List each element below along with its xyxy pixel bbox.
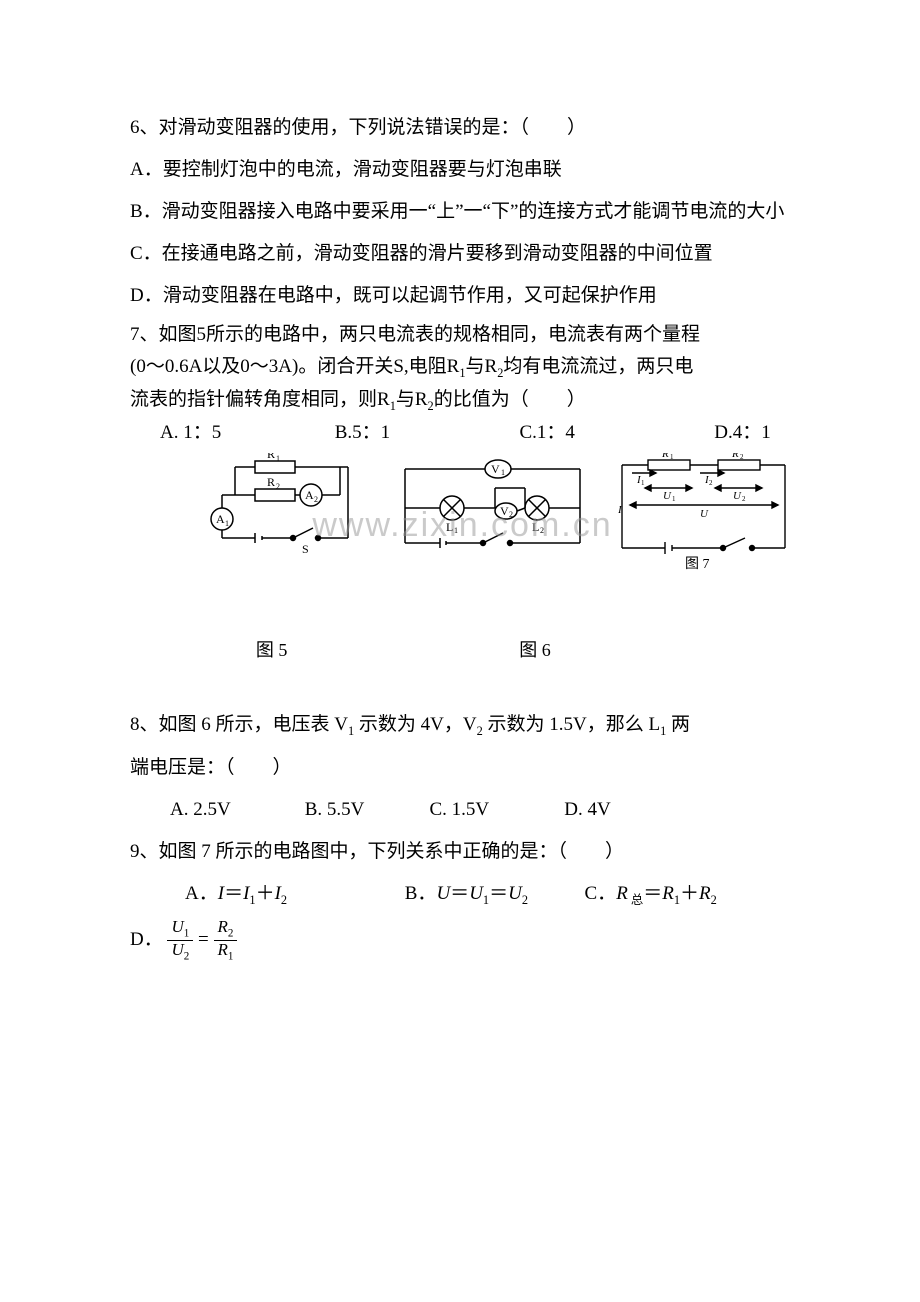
q9-a-pre: A． [185, 883, 218, 904]
q9-c-r1: R [662, 883, 674, 904]
figures-row: www.zixin.com.cn [130, 453, 795, 573]
q9-b-eq: ＝ [450, 883, 469, 904]
q7-options-line1: A. 1：5 B.5：1 C.1：4 D.4：1 [130, 418, 795, 447]
q6-option-d: D．滑动变阻器在电路中，既可以起调节作用，又可起保护作用 [130, 278, 795, 314]
q8-option-b: B. 5.5V [305, 792, 425, 828]
svg-text:2: 2 [540, 526, 544, 535]
q8-l1a: 8、如图 6 所示，电压表 V [130, 714, 348, 735]
q9-fu1: U [171, 917, 183, 936]
q9-feq: = [198, 929, 213, 950]
q8-option-a: A. 2.5V [170, 792, 300, 828]
fig5-s: S [302, 542, 309, 556]
figure-5: R1 R2 A2 A1 S [200, 453, 375, 558]
q7-l3c: 的比值为（ ） [434, 389, 586, 410]
q7-line3: 流表的指针偏转角度相同，则R1与R2的比值为（ ） [130, 385, 795, 416]
fig7-u1: U [663, 490, 672, 502]
q9-b-u2: U [508, 883, 522, 904]
svg-text:2: 2 [740, 453, 744, 461]
q7-line1: 7、如图5所示的电路中，两只电流表的规格相同，电流表有两个量程 [130, 320, 795, 349]
q8-line2: 端电压是：（ ） [130, 750, 795, 786]
fig5-r1: R [267, 453, 275, 461]
fig7-r1: R [661, 453, 669, 460]
svg-text:1: 1 [454, 526, 458, 535]
fig6-v2: V [500, 504, 509, 518]
q7-option-c: C.1：4 [520, 418, 710, 447]
q9-a-eq: ＝ [224, 883, 243, 904]
q7-option-d: D.4：1 [714, 418, 770, 447]
svg-text:1: 1 [641, 479, 645, 487]
q6-stem: 6、对滑动变阻器的使用，下列说法错误的是：（ ） [130, 110, 795, 146]
q9-b-u: U [436, 883, 450, 904]
figure-7: I1 I2 R1 R2 U1 U2 U I 图 7 [610, 453, 795, 573]
q9-stem: 9、如图 7 所示的电路图中，下列关系中正确的是：（ ） [130, 834, 795, 870]
q8-options: A. 2.5V B. 5.5V C. 1.5V D. 4V [130, 792, 795, 828]
q9-c-r: R [616, 883, 628, 904]
q7-l2a: (0～0.6A以及0～3A)。闭合开关S,电阻R [130, 356, 459, 377]
fig6-l1: L [446, 520, 453, 534]
svg-text:1: 1 [276, 454, 280, 463]
q9-c-sub: 总 [628, 893, 643, 907]
q9-c-pre: C． [585, 883, 617, 904]
q9-fr1: R [218, 940, 228, 959]
q7-l2b: 与R [466, 356, 498, 377]
svg-text:2: 2 [509, 510, 513, 519]
q9-c-plus: ＋ [680, 883, 699, 904]
svg-text:2: 2 [742, 495, 746, 503]
q6-option-a: A．要控制灯泡中的电流，滑动变阻器要与灯泡串联 [130, 152, 795, 188]
fig7-r2: R [731, 453, 739, 460]
q8-l1c: 示数为 1.5V，那么 L [483, 714, 660, 735]
q9-option-c: C．R 总＝R1＋R2 [585, 876, 717, 912]
q7-line2: (0～0.6A以及0～3A)。闭合开关S,电阻R1与R2均有电流流过，两只电 [130, 352, 795, 383]
q6-option-c: C．在接通电路之前，滑动变阻器的滑片要移到滑动变阻器的中间位置 [130, 236, 795, 272]
q9-b-pre: B． [405, 883, 437, 904]
fig6-v1: V [491, 462, 500, 476]
q6-option-b: B．滑动变阻器接入电路中要采用一“上”一“下”的连接方式才能调节电流的大小 [130, 194, 795, 230]
svg-text:2: 2 [709, 479, 713, 487]
q7-option-a: A. 1：5 [160, 418, 330, 447]
q8-option-d: D. 4V [564, 792, 610, 828]
figure-captions: 图 5 图 6 图 7 [130, 633, 795, 667]
fig7-u2: U [733, 490, 742, 502]
q9-a-plus: ＋ [256, 883, 275, 904]
svg-text:2: 2 [276, 482, 280, 491]
fig5-r2: R [267, 475, 275, 489]
q9-b-eq2: ＝ [489, 883, 508, 904]
q9-d-pre: D． [130, 929, 163, 950]
q9-b-u1: U [469, 883, 483, 904]
q7-l3b: 与R [396, 389, 428, 410]
q9-option-b: B．U＝U1＝U2 [405, 876, 580, 912]
q9-c-eq: ＝ [643, 883, 662, 904]
fig7-u: U [700, 508, 709, 520]
fig7-caption: 图 7 [685, 557, 710, 572]
svg-text:1: 1 [225, 519, 229, 528]
q9-options-abc: A．I＝I1＋I2 B．U＝U1＝U2 C．R 总＝R1＋R2 [130, 876, 795, 912]
q9-d-frac-right: R2 R1 [214, 918, 238, 963]
svg-text:1: 1 [672, 495, 676, 503]
q7-l2c: 均有电流流过，两只电 [503, 356, 693, 377]
q9-fu2: U [171, 940, 183, 959]
q7-l3a: 流表的指针偏转角度相同，则R [130, 389, 390, 410]
q8-option-c: C. 1.5V [430, 792, 560, 828]
fig5-a1: A [216, 512, 225, 526]
svg-text:2: 2 [314, 495, 318, 504]
q8-line1: 8、如图 6 所示，电压表 V1 示数为 4V，V2 示数为 1.5V，那么 L… [130, 707, 795, 743]
svg-text:1: 1 [670, 453, 674, 461]
fig5-caption: 图 5 [256, 633, 288, 667]
q9-c-r2: R [699, 883, 711, 904]
q9-fr2: R [218, 917, 228, 936]
fig5-a2: A [305, 488, 314, 502]
q8-l1b: 示数为 4V，V [354, 714, 476, 735]
svg-text:1: 1 [501, 468, 505, 477]
fig6-l2: L [532, 520, 539, 534]
figure-6: V1 V2 L1 L2 [390, 453, 595, 555]
q9-d-frac-left: U1 U2 [167, 918, 193, 963]
q8-l1d: 两 [666, 714, 690, 735]
q7-option-b: B.5：1 [335, 418, 515, 447]
page: 6、对滑动变阻器的使用，下列说法错误的是：（ ） A．要控制灯泡中的电流，滑动变… [0, 0, 920, 1049]
fig6-caption: 图 6 [519, 633, 551, 667]
q9-option-a: A．I＝I1＋I2 [185, 876, 400, 912]
q9-option-d: D． U1 U2 = R2 R1 [130, 918, 795, 963]
